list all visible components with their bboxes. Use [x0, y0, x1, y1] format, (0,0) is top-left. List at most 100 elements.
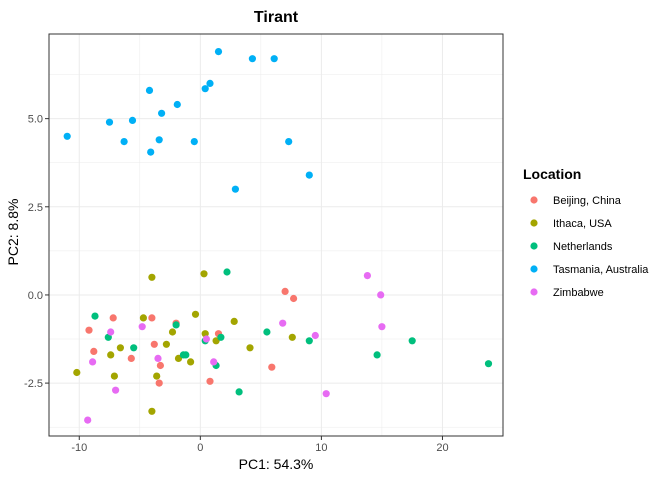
data-point-beijing-china — [155, 379, 163, 387]
data-point-zimbabwe — [202, 335, 210, 343]
data-point-ithaca-usa — [162, 340, 170, 348]
data-point-ithaca-usa — [200, 270, 208, 278]
data-point-zimbabwe — [138, 323, 146, 331]
chart-title: Tirant — [254, 9, 299, 26]
data-point-beijing-china — [109, 314, 117, 322]
data-point-netherlands — [223, 268, 231, 276]
data-point-zimbabwe — [112, 386, 120, 394]
data-point-tasmania-australia — [305, 171, 313, 179]
legend-key — [530, 219, 538, 227]
data-point-zimbabwe — [279, 319, 287, 327]
panel-background — [49, 34, 503, 436]
data-point-tasmania-australia — [270, 55, 278, 63]
legend-key — [530, 196, 538, 204]
panel-border — [48, 33, 504, 437]
legend-key — [530, 288, 538, 296]
y-tick-label: 0.0 — [28, 290, 43, 302]
data-point-tasmania-australia — [285, 138, 293, 146]
data-point-tasmania-australia — [190, 138, 198, 146]
axis-ticks: -10 0 10 20 -2.5 0.0 2.5 5.0 — [24, 114, 449, 454]
data-point-beijing-china — [156, 361, 164, 370]
data-point-tasmania-australia — [231, 185, 239, 193]
data-point-netherlands — [217, 333, 225, 341]
data-point-beijing-china — [206, 377, 214, 385]
data-point-zimbabwe — [154, 354, 162, 362]
data-point-beijing-china — [281, 287, 289, 295]
legend-key — [530, 242, 538, 250]
data-point-zimbabwe — [377, 291, 385, 299]
data-point-tasmania-australia — [128, 116, 137, 124]
data-point-beijing-china — [127, 354, 135, 362]
data-point-zimbabwe — [322, 390, 330, 398]
data-point-netherlands — [408, 337, 416, 345]
data-point-tasmania-australia — [147, 148, 155, 156]
data-point-ithaca-usa — [73, 368, 81, 377]
data-point-zimbabwe — [89, 358, 97, 366]
legend-label: Netherlands — [553, 241, 613, 253]
data-point-beijing-china — [268, 363, 276, 371]
legend-label: Tasmania, Australia — [553, 264, 649, 276]
data-point-tasmania-australia — [201, 85, 209, 93]
y-axis-label: PC2: 8.8% — [5, 199, 21, 266]
data-point-beijing-china — [290, 294, 298, 303]
data-point-netherlands — [91, 312, 99, 320]
data-point-beijing-china — [148, 314, 156, 322]
data-point-netherlands — [263, 328, 271, 336]
data-point-tasmania-australia — [206, 79, 214, 87]
data-point-netherlands — [172, 321, 180, 329]
legend-key — [530, 265, 538, 273]
data-point-ithaca-usa — [168, 328, 177, 336]
data-point-ithaca-usa — [187, 358, 195, 366]
data-point-zimbabwe — [311, 331, 319, 340]
data-point-ithaca-usa — [153, 372, 161, 380]
data-point-netherlands — [484, 360, 493, 368]
legend-label: Beijing, China — [553, 195, 622, 207]
x-tick-label: -10 — [71, 442, 87, 454]
data-point-beijing-china — [90, 347, 98, 355]
x-tick-label: 20 — [436, 442, 448, 454]
y-tick-label: 2.5 — [28, 202, 43, 214]
data-point-ithaca-usa — [110, 372, 118, 380]
data-point-netherlands — [373, 351, 381, 359]
data-point-netherlands — [130, 344, 138, 352]
data-point-tasmania-australia — [173, 100, 181, 109]
data-point-ithaca-usa — [148, 273, 156, 281]
data-point-ithaca-usa — [230, 317, 238, 325]
x-tick-label: 10 — [315, 442, 327, 454]
data-point-ithaca-usa — [246, 344, 254, 352]
data-point-ithaca-usa — [107, 351, 115, 359]
plot-panel — [48, 33, 504, 437]
data-point-tasmania-australia — [155, 136, 163, 144]
legend-title: Location — [523, 166, 581, 182]
data-point-zimbabwe — [363, 272, 371, 280]
data-point-tasmania-australia — [63, 132, 71, 140]
data-point-zimbabwe — [210, 358, 218, 366]
data-point-ithaca-usa — [116, 344, 124, 352]
data-point-netherlands — [305, 337, 313, 345]
data-point-ithaca-usa — [139, 314, 147, 322]
data-point-tasmania-australia — [145, 86, 154, 94]
legend-label: Ithaca, USA — [553, 218, 612, 230]
legend-label: Zimbabwe — [553, 287, 604, 299]
data-point-zimbabwe — [378, 323, 386, 331]
data-point-tasmania-australia — [105, 118, 114, 126]
data-points — [63, 48, 493, 424]
data-point-zimbabwe — [107, 328, 115, 336]
x-tick-label: 0 — [197, 442, 203, 454]
data-point-ithaca-usa — [288, 333, 296, 341]
y-tick-label: 5.0 — [28, 114, 43, 126]
data-point-tasmania-australia — [214, 48, 223, 56]
x-axis-label: PC1: 54.3% — [239, 456, 314, 472]
data-point-netherlands — [235, 388, 243, 396]
data-point-tasmania-australia — [248, 55, 256, 63]
data-point-tasmania-australia — [120, 138, 128, 146]
data-point-beijing-china — [85, 326, 93, 334]
data-point-zimbabwe — [84, 416, 92, 424]
data-point-beijing-china — [150, 340, 158, 348]
data-point-ithaca-usa — [148, 407, 156, 415]
data-point-ithaca-usa — [191, 310, 200, 318]
data-point-netherlands — [182, 351, 190, 359]
legend: Location Beijing, China Ithaca, USA Nether… — [523, 166, 649, 299]
data-point-tasmania-australia — [158, 109, 166, 117]
